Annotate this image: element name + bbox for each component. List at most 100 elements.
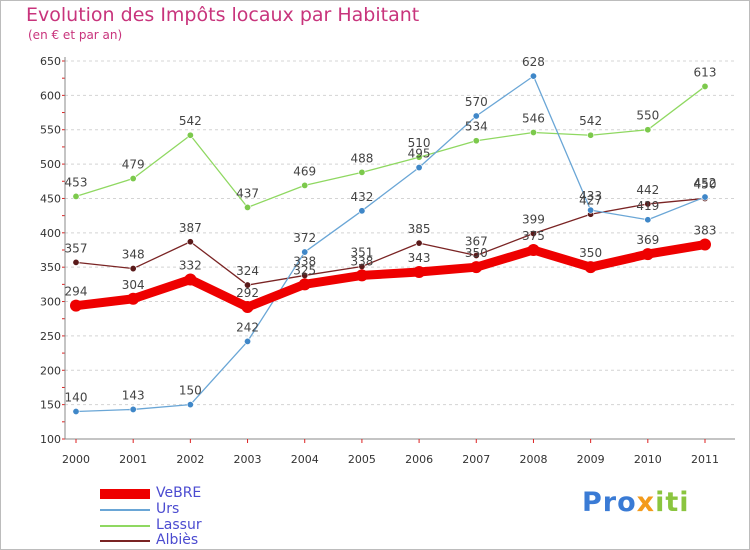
legend-label-albies: Albiès (156, 532, 199, 548)
x-tick-label: 2011 (691, 453, 719, 466)
data-point-vebre (527, 244, 540, 256)
legend-swatch-lassur (100, 525, 150, 527)
data-label-lassur: 534 (465, 120, 488, 134)
data-label-albiès: 351 (350, 245, 373, 259)
data-label-urs: 452 (694, 176, 717, 190)
data-label-lassur: 437 (236, 186, 259, 200)
data-point-albiès (244, 281, 252, 289)
data-label-urs: 372 (293, 231, 316, 245)
data-point-vebre (70, 299, 82, 312)
data-point-vebre (355, 269, 368, 282)
data-point-lassur (529, 128, 537, 136)
y-tick-label: 350 (40, 261, 61, 274)
data-point-lassur (72, 192, 80, 200)
legend-swatch-vebre (100, 489, 150, 499)
legend-item-vebre: VeBRE (100, 485, 260, 502)
y-tick-label: 400 (40, 227, 61, 240)
data-point-vebre (699, 238, 711, 251)
legend-swatch-albies (100, 540, 150, 542)
data-point-urs (358, 207, 366, 215)
legend-label-urs: Urs (156, 501, 180, 517)
y-tick-label: 450 (40, 192, 61, 205)
data-point-lassur (301, 181, 309, 189)
data-label-urs: 432 (350, 190, 373, 204)
data-point-lassur (472, 137, 480, 145)
data-label-albiès: 427 (579, 193, 602, 207)
data-point-albiès (529, 230, 537, 238)
data-point-lassur (587, 131, 595, 139)
legend-swatch-urs (100, 509, 150, 511)
data-point-albiès (415, 239, 423, 247)
data-point-albiès (186, 238, 194, 246)
data-label-urs: 570 (465, 95, 488, 109)
data-label-albiès: 324 (236, 264, 259, 278)
data-point-vebre (584, 261, 597, 274)
x-tick-label: 2005 (348, 453, 376, 466)
data-label-urs: 242 (236, 320, 259, 334)
x-tick-label: 2008 (519, 453, 547, 466)
x-tick-label: 2009 (577, 453, 605, 466)
data-label-lassur: 469 (293, 164, 316, 178)
y-tick-label: 600 (40, 89, 61, 102)
chart-subtitle: (en € et par an) (28, 28, 123, 42)
data-label-vebre: 350 (465, 246, 488, 260)
data-label-vebre: 292 (236, 286, 259, 300)
data-label-albiès: 387 (179, 221, 202, 235)
y-tick-label: 100 (40, 433, 61, 446)
data-point-urs (472, 112, 480, 120)
data-point-albiès (472, 251, 480, 259)
data-point-vebre (184, 273, 197, 286)
data-label-urs: 419 (636, 199, 659, 213)
legend-item-lassur: Lassur (100, 517, 260, 534)
data-label-urs: 143 (122, 388, 145, 402)
data-label-lassur: 613 (694, 65, 717, 79)
data-label-lassur: 510 (408, 136, 431, 150)
y-tick-label: 500 (40, 158, 61, 171)
data-point-lassur (129, 175, 137, 183)
data-point-urs (529, 72, 537, 80)
data-label-lassur: 453 (65, 175, 88, 189)
legend-item-albies: Albiès (100, 532, 260, 549)
data-label-albiès: 442 (636, 183, 659, 197)
data-label-vebre: 338 (350, 254, 373, 268)
proxiti-logo: Proxiti (582, 487, 690, 518)
y-tick-label: 650 (40, 55, 61, 68)
y-tick-label: 250 (40, 330, 61, 343)
legend-label-vebre: VeBRE (156, 485, 202, 501)
data-label-lassur: 546 (522, 111, 545, 125)
data-label-vebre: 383 (694, 224, 717, 238)
series-line-lassur (75, 85, 706, 209)
data-label-albiès: 385 (408, 222, 431, 236)
data-label-lassur: 479 (122, 158, 145, 172)
x-tick-label: 2006 (405, 453, 433, 466)
data-point-lassur (244, 203, 252, 211)
y-tick-label: 150 (40, 399, 61, 412)
data-label-vebre: 304 (122, 278, 145, 292)
data-label-vebre: 332 (179, 259, 202, 273)
data-point-urs (301, 248, 309, 256)
data-label-albiès: 338 (293, 254, 316, 268)
legend-item-urs: Urs (100, 501, 260, 518)
data-point-vebre (127, 292, 140, 305)
data-label-albiès: 399 (522, 213, 545, 227)
data-point-lassur (186, 131, 194, 139)
data-label-urs: 433 (579, 189, 602, 203)
data-label-vebre: 350 (579, 246, 602, 260)
data-point-lassur (415, 153, 423, 161)
data-point-vebre (413, 265, 426, 278)
data-point-urs (72, 408, 80, 416)
series-line-vebre (71, 240, 710, 312)
data-point-lassur (644, 126, 652, 134)
x-tick-label: 2002 (176, 453, 204, 466)
data-point-vebre (470, 261, 483, 274)
x-tick-label: 2004 (291, 453, 319, 466)
data-label-albiès: 348 (122, 248, 145, 262)
legend-label-lassur: Lassur (156, 517, 202, 533)
data-label-vebre: 375 (522, 229, 545, 243)
data-label-albiès: 357 (65, 241, 88, 255)
data-label-vebre: 369 (636, 233, 659, 247)
data-label-urs: 628 (522, 55, 545, 69)
data-label-lassur: 542 (579, 114, 602, 128)
data-point-urs (415, 164, 423, 172)
